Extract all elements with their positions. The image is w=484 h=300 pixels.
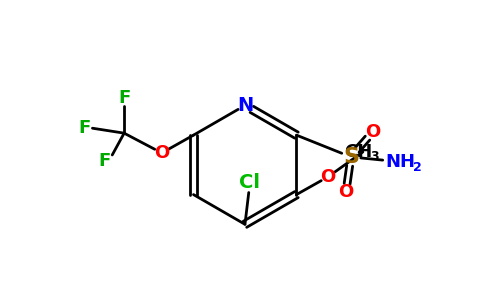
Text: N: N [237, 96, 253, 115]
Text: O: O [338, 183, 354, 201]
Text: CH: CH [344, 143, 372, 161]
Text: F: F [118, 89, 130, 107]
Text: F: F [78, 119, 91, 137]
Text: Cl: Cl [240, 173, 260, 192]
Text: O: O [320, 168, 336, 186]
Text: S: S [343, 147, 359, 167]
Text: O: O [154, 144, 169, 162]
Text: NH: NH [385, 153, 415, 171]
Text: 2: 2 [413, 161, 422, 174]
Text: O: O [365, 123, 380, 141]
Text: F: F [98, 152, 110, 170]
Text: 3: 3 [370, 150, 379, 164]
